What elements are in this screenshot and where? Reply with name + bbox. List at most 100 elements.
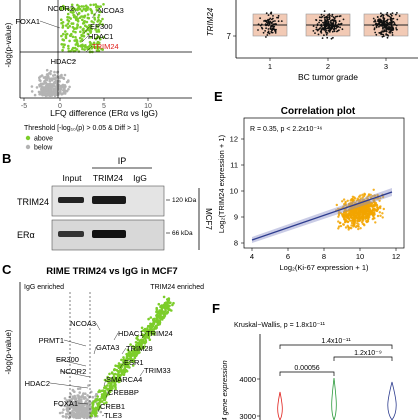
rime-point-significant	[156, 322, 160, 326]
rime-point	[63, 397, 67, 400]
correlation-point	[346, 199, 349, 202]
box-point	[385, 30, 388, 33]
volcano-point-significant	[62, 5, 66, 9]
volcano-point	[40, 93, 43, 96]
box-point	[324, 20, 326, 22]
volcano-point-significant	[93, 18, 97, 21]
box-point	[335, 27, 337, 30]
correlation-point	[381, 212, 384, 215]
volcano-point-significant	[97, 13, 101, 17]
panel-label-f: F	[212, 301, 220, 316]
box-point	[322, 28, 325, 31]
box-point	[375, 33, 378, 36]
correlation-ytick: 12	[230, 135, 238, 144]
box-point	[330, 37, 333, 40]
box-point	[265, 27, 267, 30]
rime-point-significant	[90, 414, 94, 418]
rime-point-significant	[121, 370, 124, 373]
rime-point	[85, 409, 89, 412]
box-point	[324, 21, 326, 24]
box-point	[319, 30, 322, 33]
rime-point	[72, 415, 76, 419]
volcano-point-significant	[67, 16, 71, 19]
panel-label-c: C	[2, 262, 12, 277]
box-point	[390, 20, 393, 23]
western-row-trim24: TRIM24	[17, 197, 49, 207]
band-ip-era	[92, 230, 126, 238]
panel-label-b: B	[2, 151, 11, 166]
box-point	[336, 15, 339, 18]
volcano-point-significant	[100, 47, 103, 51]
box-point	[388, 15, 391, 18]
volcano-point	[35, 86, 39, 89]
volcano-point-significant	[76, 3, 79, 7]
rime-point	[70, 400, 73, 404]
box-point	[269, 17, 272, 20]
volcano-point-significant	[86, 28, 89, 32]
rime-point-significant	[119, 373, 123, 377]
volcano-point-significant	[67, 19, 71, 23]
volcano-point	[62, 89, 66, 93]
correlation-point	[378, 211, 381, 214]
correlation-point	[358, 206, 362, 210]
volcano-point	[59, 74, 62, 78]
volcano-point-significant	[61, 26, 64, 29]
correlation-point	[364, 209, 367, 212]
correlation-point	[346, 220, 350, 224]
box-point	[372, 24, 375, 27]
kruskal-ytick-4000: 4000	[239, 375, 256, 384]
correlation-ytick: 8	[234, 239, 238, 248]
rime-point	[83, 406, 87, 410]
box-point	[280, 20, 283, 22]
western-col-trim24: TRIM24	[93, 173, 124, 183]
rime-point-significant	[102, 402, 106, 405]
legend-above-label: above	[34, 136, 53, 143]
box-point	[387, 34, 390, 37]
rime-point	[64, 402, 68, 405]
correlation-point	[359, 211, 362, 214]
rime-point-significant	[165, 311, 169, 315]
volcano-point-significant	[73, 14, 76, 17]
box-point	[335, 21, 337, 24]
boxplot-xticks: 1 2 3	[268, 58, 388, 71]
box-point	[395, 24, 398, 27]
box-point	[323, 10, 326, 13]
volcano-point	[58, 87, 62, 90]
volcano-point-significant	[99, 10, 102, 14]
volcano-point	[48, 93, 51, 97]
volcano-point-significant	[89, 3, 92, 7]
rime-point-significant	[110, 371, 114, 374]
correlation-point	[352, 199, 356, 202]
box-point	[272, 27, 274, 29]
correlation-point	[359, 194, 362, 197]
correlation-point	[342, 210, 346, 214]
rime-point-significant	[146, 328, 149, 332]
rime-point-significant	[144, 340, 147, 344]
volcano-point-significant	[92, 21, 95, 24]
volcano-point-significant	[83, 48, 86, 51]
volcano-point	[37, 90, 41, 94]
correlation-point	[372, 207, 375, 211]
rime-point	[80, 407, 84, 411]
correlation-point	[352, 225, 355, 228]
volcano-point-significant	[69, 10, 73, 14]
volcano-point-significant	[86, 32, 90, 36]
boxplot-ylabel: TRIM24	[206, 7, 215, 36]
rime-point-significant	[129, 343, 132, 346]
volcano-point-significant	[75, 15, 78, 19]
volcano-point-significant	[99, 20, 103, 23]
correlation-point	[379, 196, 382, 200]
box-point	[266, 34, 269, 36]
box-point	[392, 28, 395, 30]
volcano-point-significant	[72, 8, 75, 11]
rime-point-significant	[139, 345, 143, 349]
rime-point-significant	[163, 306, 167, 310]
correlation-point	[367, 194, 371, 197]
box-point	[394, 23, 396, 26]
kda-66: 66 kDa	[172, 230, 193, 237]
box-point	[317, 33, 320, 36]
rime-point-significant	[106, 375, 109, 379]
box-point	[332, 16, 335, 19]
rime-point-significant	[93, 399, 97, 403]
